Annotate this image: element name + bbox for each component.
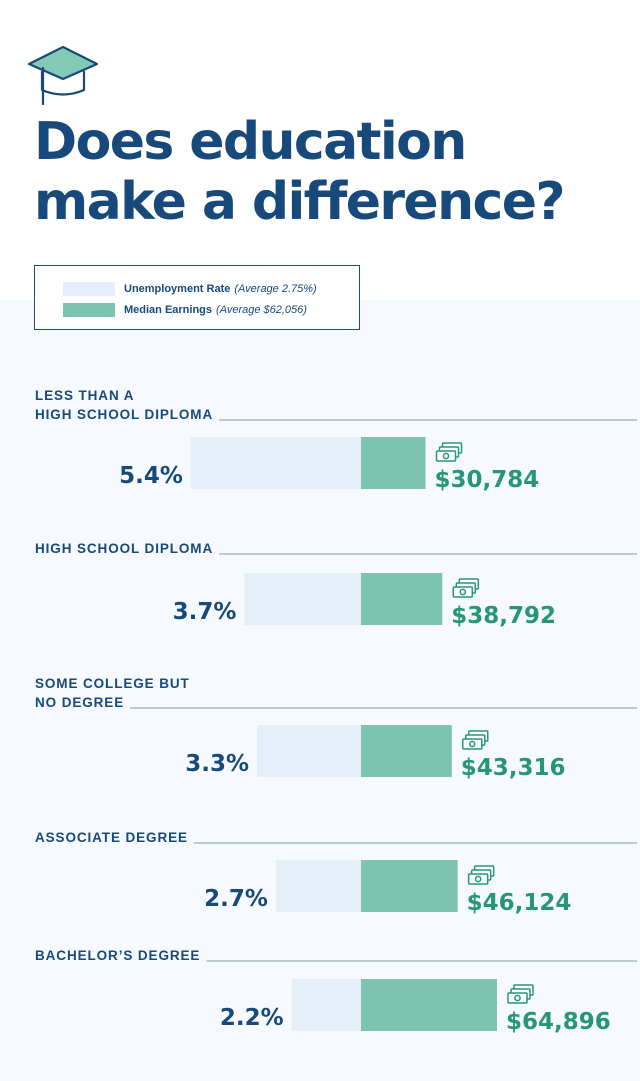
unemployment-value-label: 5.4% <box>119 463 183 489</box>
unemployment-bar <box>257 725 361 777</box>
money-stack-icon <box>462 730 489 750</box>
category-label: BACHELOR’S DEGREE <box>35 948 200 963</box>
title-line-1: Does education <box>34 112 467 172</box>
unemployment-bar <box>275 860 361 912</box>
legend-swatch-earnings <box>63 303 115 317</box>
unemployment-bar <box>291 979 361 1031</box>
earnings-bar <box>361 979 497 1031</box>
earnings-value-label: $43,316 <box>461 755 566 781</box>
earnings-bar <box>361 860 458 912</box>
unemployment-value-label: 3.3% <box>185 751 249 777</box>
page-title: Does education make a difference? <box>34 112 566 232</box>
earnings-value-label: $64,896 <box>506 1009 611 1035</box>
chart-background <box>0 300 640 1081</box>
earnings-value-label: $30,784 <box>435 467 540 493</box>
unemployment-value-label: 3.7% <box>173 599 237 625</box>
legend-item-unemployment: Unemployment Rate (Average 2.75%) <box>63 281 317 297</box>
earnings-bar <box>361 725 452 777</box>
money-stack-icon <box>452 578 480 598</box>
earnings-bar <box>361 573 443 625</box>
unemployment-bar <box>190 437 361 489</box>
legend-label-earnings: Median Earnings <box>124 304 213 316</box>
category-label: HIGH SCHOOL DIPLOMA <box>35 541 213 556</box>
money-stack-icon <box>467 865 495 885</box>
money-stack-icon <box>507 984 534 1004</box>
unemployment-value-label: 2.7% <box>204 886 268 912</box>
legend-swatch-unemployment <box>63 282 115 296</box>
earnings-bar <box>361 437 426 489</box>
legend-note-earnings: (Average $62,056) <box>216 304 307 316</box>
legend-label-unemployment: Unemployment Rate <box>124 283 231 295</box>
unemployment-bar <box>244 573 361 625</box>
category-label: ASSOCIATE DEGREE <box>35 830 188 845</box>
legend-note-unemployment: (Average 2.75%) <box>234 283 317 295</box>
graduation-cap-icon <box>27 45 99 106</box>
legend-item-earnings: Median Earnings (Average $62,056) <box>63 302 307 318</box>
title-line-2: make a difference? <box>34 172 566 232</box>
unemployment-value-label: 2.2% <box>220 1005 284 1031</box>
chart-legend: Unemployment Rate (Average 2.75%) Median… <box>34 265 360 330</box>
category-label: SOME COLLEGE BUT NO DEGREE <box>35 676 190 710</box>
money-stack-icon <box>435 442 463 462</box>
category-label: LESS THAN A HIGH SCHOOL DIPLOMA <box>35 388 213 422</box>
earnings-value-label: $46,124 <box>467 890 572 916</box>
earnings-value-label: $38,792 <box>451 603 556 629</box>
